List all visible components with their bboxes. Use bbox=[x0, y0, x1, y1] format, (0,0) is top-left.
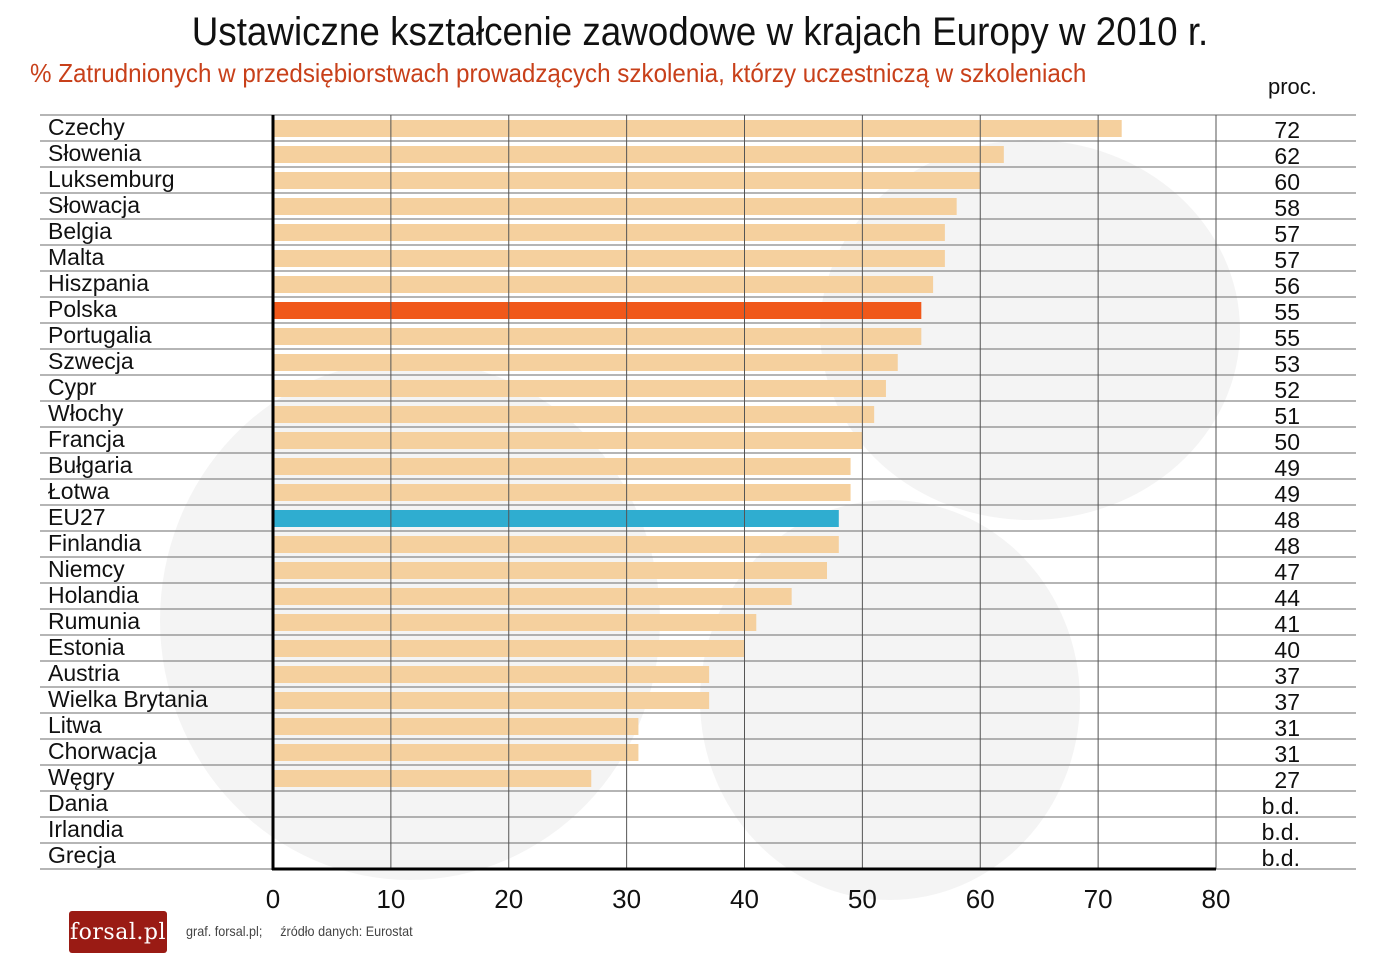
value-label: b.d. bbox=[1262, 819, 1300, 845]
value-label: 49 bbox=[1274, 455, 1300, 481]
category-label: Chorwacja bbox=[48, 738, 157, 764]
bar-holandia bbox=[273, 588, 792, 605]
bar-niemcy bbox=[273, 562, 828, 579]
bar-wielka-brytania bbox=[273, 692, 710, 709]
value-label: 58 bbox=[1274, 195, 1300, 221]
value-label: b.d. bbox=[1262, 845, 1300, 871]
value-unit-label: proc. bbox=[1268, 74, 1317, 99]
x-tick-label: 60 bbox=[966, 884, 995, 914]
category-label: Czechy bbox=[48, 114, 125, 140]
x-tick-label: 80 bbox=[1202, 884, 1231, 914]
value-label: 62 bbox=[1274, 143, 1300, 169]
category-label: Szwecja bbox=[48, 348, 134, 374]
value-label: 72 bbox=[1274, 117, 1300, 143]
bar-włochy bbox=[273, 406, 875, 423]
bar-czechy bbox=[273, 120, 1122, 137]
category-label: Belgia bbox=[48, 218, 112, 244]
graphic-credit: graf. forsal.pl; bbox=[186, 923, 263, 939]
category-label: Włochy bbox=[48, 400, 124, 426]
bar-malta bbox=[273, 250, 945, 267]
value-label: 31 bbox=[1274, 715, 1300, 741]
value-label: 56 bbox=[1274, 273, 1300, 299]
x-tick-label: 10 bbox=[376, 884, 405, 914]
category-label: Bułgaria bbox=[48, 452, 133, 478]
bar-bułgaria bbox=[273, 458, 851, 475]
chart-credits: graf. forsal.pl; źródło danych: Eurostat bbox=[186, 923, 413, 939]
value-label: 37 bbox=[1274, 663, 1300, 689]
category-label: Hiszpania bbox=[48, 270, 149, 296]
value-label: 60 bbox=[1274, 169, 1300, 195]
x-tick-label: 0 bbox=[266, 884, 280, 914]
bar-francja bbox=[273, 432, 863, 449]
bar-polska bbox=[273, 302, 922, 319]
category-label: Łotwa bbox=[48, 478, 110, 504]
category-label: Wielka Brytania bbox=[48, 686, 208, 712]
value-label: 48 bbox=[1274, 533, 1300, 559]
category-label: Grecja bbox=[48, 842, 116, 868]
category-label: Finlandia bbox=[48, 530, 142, 556]
category-label: Niemcy bbox=[48, 556, 125, 582]
category-label: Austria bbox=[48, 660, 120, 686]
data-source: źródło danych: Eurostat bbox=[280, 923, 413, 939]
value-label: 51 bbox=[1274, 403, 1300, 429]
value-label: 49 bbox=[1274, 481, 1300, 507]
value-label: 40 bbox=[1274, 637, 1300, 663]
bar-łotwa bbox=[273, 484, 851, 501]
value-label: b.d. bbox=[1262, 793, 1300, 819]
category-label: Estonia bbox=[48, 634, 125, 660]
bar-chorwacja bbox=[273, 744, 639, 761]
value-label: 47 bbox=[1274, 559, 1300, 585]
category-label: Polska bbox=[48, 296, 117, 322]
chart-title: Ustawiczne kształcenie zawodowe w krajac… bbox=[191, 10, 1209, 54]
category-label: Słowacja bbox=[48, 192, 140, 218]
bar-szwecja bbox=[273, 354, 898, 371]
chart-subtitle: % Zatrudnionych w przedsiębiorstwach pro… bbox=[30, 58, 1087, 88]
forsal-logo[interactable]: forsal.pl bbox=[69, 911, 167, 953]
value-label: 55 bbox=[1274, 325, 1300, 351]
bar-portugalia bbox=[273, 328, 922, 345]
category-label: Francja bbox=[48, 426, 125, 452]
category-label: Dania bbox=[48, 790, 108, 816]
bar-cypr bbox=[273, 380, 886, 397]
value-label: 53 bbox=[1274, 351, 1300, 377]
value-label: 50 bbox=[1274, 429, 1300, 455]
bar-hiszpania bbox=[273, 276, 934, 293]
value-label: 57 bbox=[1274, 247, 1300, 273]
x-tick-label: 40 bbox=[730, 884, 759, 914]
bar-słowenia bbox=[273, 146, 1004, 163]
value-label: 31 bbox=[1274, 741, 1300, 767]
category-label: Litwa bbox=[48, 712, 102, 738]
category-label: Luksemburg bbox=[48, 166, 175, 192]
category-label: Węgry bbox=[48, 764, 115, 790]
category-label: EU27 bbox=[48, 504, 106, 530]
bar-rumunia bbox=[273, 614, 757, 631]
x-tick-label: 20 bbox=[494, 884, 523, 914]
bar-litwa bbox=[273, 718, 639, 735]
value-label: 44 bbox=[1274, 585, 1300, 611]
value-label: 41 bbox=[1274, 611, 1300, 637]
category-label: Irlandia bbox=[48, 816, 124, 842]
category-label: Malta bbox=[48, 244, 104, 270]
x-tick-label: 50 bbox=[848, 884, 877, 914]
bar-słowacja bbox=[273, 198, 957, 215]
bar-belgia bbox=[273, 224, 945, 241]
bar-węgry bbox=[273, 770, 592, 787]
bar-eu27 bbox=[273, 510, 839, 527]
value-label: 48 bbox=[1274, 507, 1300, 533]
x-tick-label: 30 bbox=[612, 884, 641, 914]
value-label: 37 bbox=[1274, 689, 1300, 715]
bar-austria bbox=[273, 666, 710, 683]
category-label: Słowenia bbox=[48, 140, 142, 166]
category-label: Holandia bbox=[48, 582, 139, 608]
bar-finlandia bbox=[273, 536, 839, 553]
value-label: 52 bbox=[1274, 377, 1300, 403]
category-label: Cypr bbox=[48, 374, 97, 400]
category-label: Portugalia bbox=[48, 322, 152, 348]
category-label: Rumunia bbox=[48, 608, 140, 634]
value-label: 27 bbox=[1274, 767, 1300, 793]
value-label: 57 bbox=[1274, 221, 1300, 247]
value-label: 55 bbox=[1274, 299, 1300, 325]
x-tick-label: 70 bbox=[1084, 884, 1113, 914]
